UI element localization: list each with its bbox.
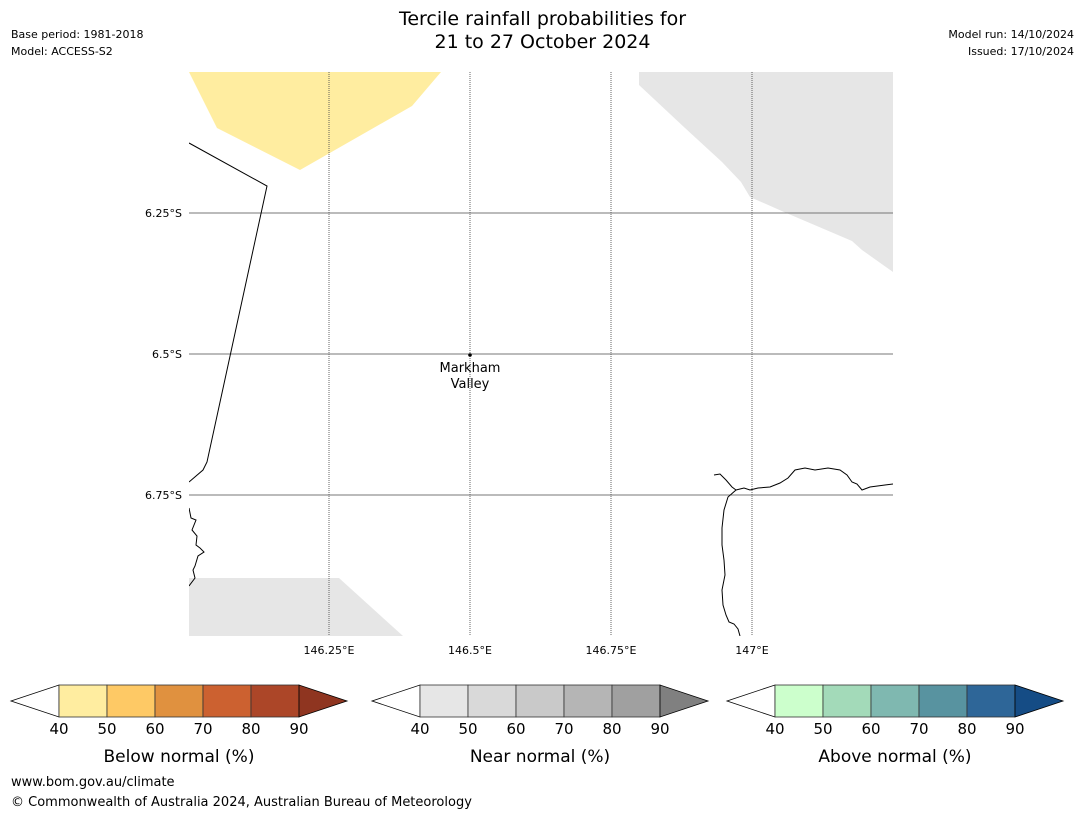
lat-gridlines — [189, 212, 893, 496]
near-normal-bin-40 — [419, 684, 469, 718]
near-normal-tick-40: 40 — [410, 720, 429, 738]
issued-date: Issued: 17/10/2024 — [967, 45, 1074, 58]
below-normal-max-extend — [298, 684, 349, 718]
map-area — [189, 72, 893, 636]
below-normal-tick-80: 80 — [241, 720, 260, 738]
near-normal-bin-50 — [467, 684, 517, 718]
lat-label-6-25: 6.25°S — [145, 207, 182, 220]
below-normal-tick-70: 70 — [193, 720, 212, 738]
above-normal-tick-70: 70 — [909, 720, 928, 738]
map-title: Tercile rainfall probabilities for 21 to… — [0, 8, 1085, 54]
near-normal-bin-60 — [515, 684, 565, 718]
copyright-notice: © Commonwealth of Australia 2024, Austra… — [11, 795, 472, 810]
lon-label-146-25: 146.25°E — [304, 644, 355, 657]
above-normal-tick-40: 40 — [765, 720, 784, 738]
model-name: Model: ACCESS-S2 — [11, 45, 113, 58]
near-normal-label: Near normal (%) — [470, 747, 610, 767]
title-line-1: Tercile rainfall probabilities for — [398, 8, 687, 30]
near-normal-tick-50: 50 — [458, 720, 477, 738]
lon-label-146-5: 146.5°E — [448, 644, 492, 657]
lon-label-146-75: 146.75°E — [586, 644, 637, 657]
below-normal-bin-60 — [154, 684, 204, 718]
near-normal-bin-80 — [611, 684, 661, 718]
below-normal-bin-70 — [202, 684, 252, 718]
above-normal-max-extend — [1014, 684, 1065, 718]
lat-label-6-75: 6.75°S — [145, 489, 182, 502]
above-normal-tick-50: 50 — [813, 720, 832, 738]
above-normal-tick-90: 90 — [1005, 720, 1024, 738]
above-normal-colorbar: 40 50 60 70 80 90 Above normal (%) — [725, 684, 1065, 767]
above-normal-bin-70 — [918, 684, 968, 718]
above-normal-bin-80 — [966, 684, 1016, 718]
above-normal-min-extend — [725, 684, 776, 718]
above-normal-bin-60 — [870, 684, 920, 718]
near-normal-region-ne — [639, 72, 893, 272]
above-normal-tick-60: 60 — [861, 720, 880, 738]
above-normal-bin-40 — [774, 684, 824, 718]
lon-label-147: 147°E — [735, 644, 768, 657]
website-link[interactable]: www.bom.gov.au/climate — [11, 775, 175, 790]
below-normal-tick-60: 60 — [145, 720, 164, 738]
below-normal-tick-50: 50 — [97, 720, 116, 738]
near-normal-region-sw — [189, 578, 403, 636]
below-normal-bin-40 — [58, 684, 108, 718]
below-normal-region — [189, 72, 441, 170]
below-normal-min-extend — [9, 684, 60, 718]
below-normal-bin-80 — [250, 684, 300, 718]
header-right: Model run: 14/10/2024 Issued: 17/10/2024 — [948, 26, 1074, 60]
near-normal-tick-70: 70 — [554, 720, 573, 738]
model-run: Model run: 14/10/2024 — [948, 28, 1074, 41]
below-normal-tick-90: 90 — [289, 720, 308, 738]
coastline — [189, 142, 893, 636]
colorbar-legends: 40 50 60 70 80 90 Below normal (%) 40 50 60 70 80 90… — [9, 684, 1065, 767]
near-normal-tick-80: 80 — [602, 720, 621, 738]
title-line-2: 21 to 27 October 2024 — [434, 31, 651, 53]
near-normal-min-extend — [370, 684, 421, 718]
below-normal-label: Below normal (%) — [104, 747, 255, 767]
lat-label-6-5: 6.5°S — [152, 348, 182, 361]
below-normal-bin-50 — [106, 684, 156, 718]
near-normal-bin-70 — [563, 684, 613, 718]
near-normal-tick-60: 60 — [506, 720, 525, 738]
place-label-line-2: Valley — [451, 377, 490, 392]
below-normal-colorbar: 40 50 60 70 80 90 Below normal (%) — [9, 684, 349, 767]
below-normal-tick-40: 40 — [49, 720, 68, 738]
near-normal-tick-90: 90 — [650, 720, 669, 738]
markham-valley-marker — [468, 353, 472, 357]
base-period: Base period: 1981-2018 — [11, 28, 144, 41]
place-label-line-1: Markham — [440, 361, 501, 376]
header-left: Base period: 1981-2018 Model: ACCESS-S2 — [11, 26, 143, 60]
above-normal-tick-80: 80 — [957, 720, 976, 738]
near-normal-max-extend — [659, 684, 710, 718]
near-normal-colorbar: 40 50 60 70 80 90 Near normal (%) — [370, 684, 710, 767]
above-normal-bin-50 — [822, 684, 872, 718]
above-normal-label: Above normal (%) — [818, 747, 971, 767]
